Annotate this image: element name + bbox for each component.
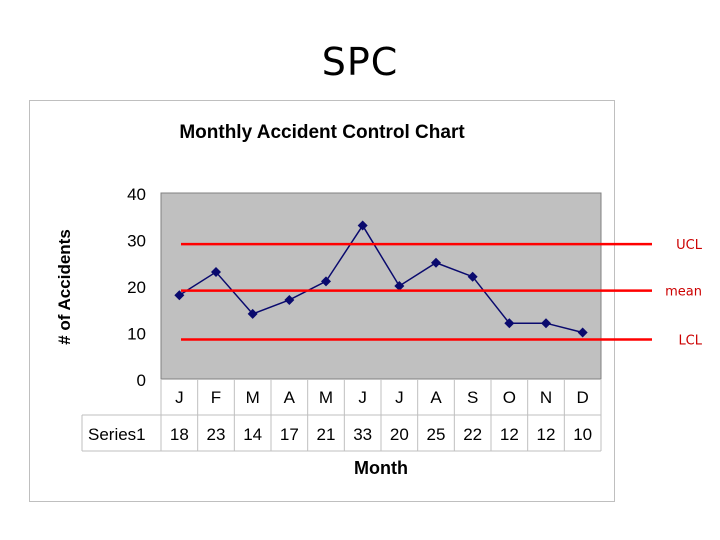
data-table-value: 17 [280, 425, 299, 444]
chart-title: Monthly Accident Control Chart [179, 122, 465, 143]
x-tick-label: J [175, 388, 184, 407]
series-line [178, 224, 583, 334]
y-axis-label: # of Accidents [55, 229, 74, 345]
data-table-value: 18 [170, 425, 189, 444]
y-tick-label: 0 [137, 371, 146, 390]
data-point [284, 294, 295, 305]
data-table-value: 21 [317, 425, 336, 444]
data-table-value: 25 [427, 425, 446, 444]
data-table-series-name: Series1 [88, 425, 146, 444]
control-label-lcl: LCL [678, 333, 702, 348]
data-point [577, 327, 588, 338]
data-table-value: 22 [463, 425, 482, 444]
data-table-value: 12 [537, 425, 556, 444]
x-tick-label: J [395, 388, 404, 407]
control-label-mean: mean [665, 285, 702, 300]
data-point [247, 308, 258, 319]
control-label-ucl: UCL [676, 238, 703, 253]
y-tick-label: 10 [127, 325, 146, 344]
data-point [504, 318, 515, 329]
x-tick-label: J [358, 388, 367, 407]
data-point [394, 281, 405, 291]
data-table-value: 10 [573, 425, 592, 444]
data-point [467, 271, 478, 282]
plot-area [160, 192, 602, 380]
x-tick-label: S [467, 388, 478, 407]
y-tick-label: 30 [127, 232, 146, 251]
data-point [211, 267, 221, 278]
x-tick-label: A [430, 388, 442, 407]
data-table-value: 12 [500, 425, 519, 444]
data-table-value: 20 [390, 425, 409, 444]
x-tick-label: N [540, 388, 552, 407]
x-tick-label: M [319, 388, 333, 407]
data-point [321, 276, 331, 287]
data-table-value: 33 [353, 425, 372, 444]
x-tick-label: F [211, 388, 221, 407]
data-point [431, 257, 441, 268]
data-table-value: 23 [207, 425, 226, 444]
x-axis-label: Month [354, 458, 408, 478]
y-tick-label: 40 [127, 185, 146, 204]
x-tick-label: O [503, 388, 516, 407]
x-tick-label: A [284, 388, 296, 407]
x-tick-label: D [577, 388, 589, 407]
slide-title: SPC [321, 40, 399, 84]
data-table-value: 14 [243, 425, 262, 444]
data-point [541, 318, 551, 329]
x-tick-label: M [246, 388, 260, 407]
y-tick-label: 20 [127, 278, 146, 297]
data-point [357, 220, 368, 231]
data-point [174, 290, 185, 301]
